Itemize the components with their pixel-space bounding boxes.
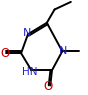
Text: N: N	[23, 28, 32, 38]
Text: O: O	[1, 47, 10, 60]
Text: O: O	[43, 80, 53, 93]
Text: N: N	[59, 46, 67, 56]
Text: HN: HN	[21, 67, 37, 77]
